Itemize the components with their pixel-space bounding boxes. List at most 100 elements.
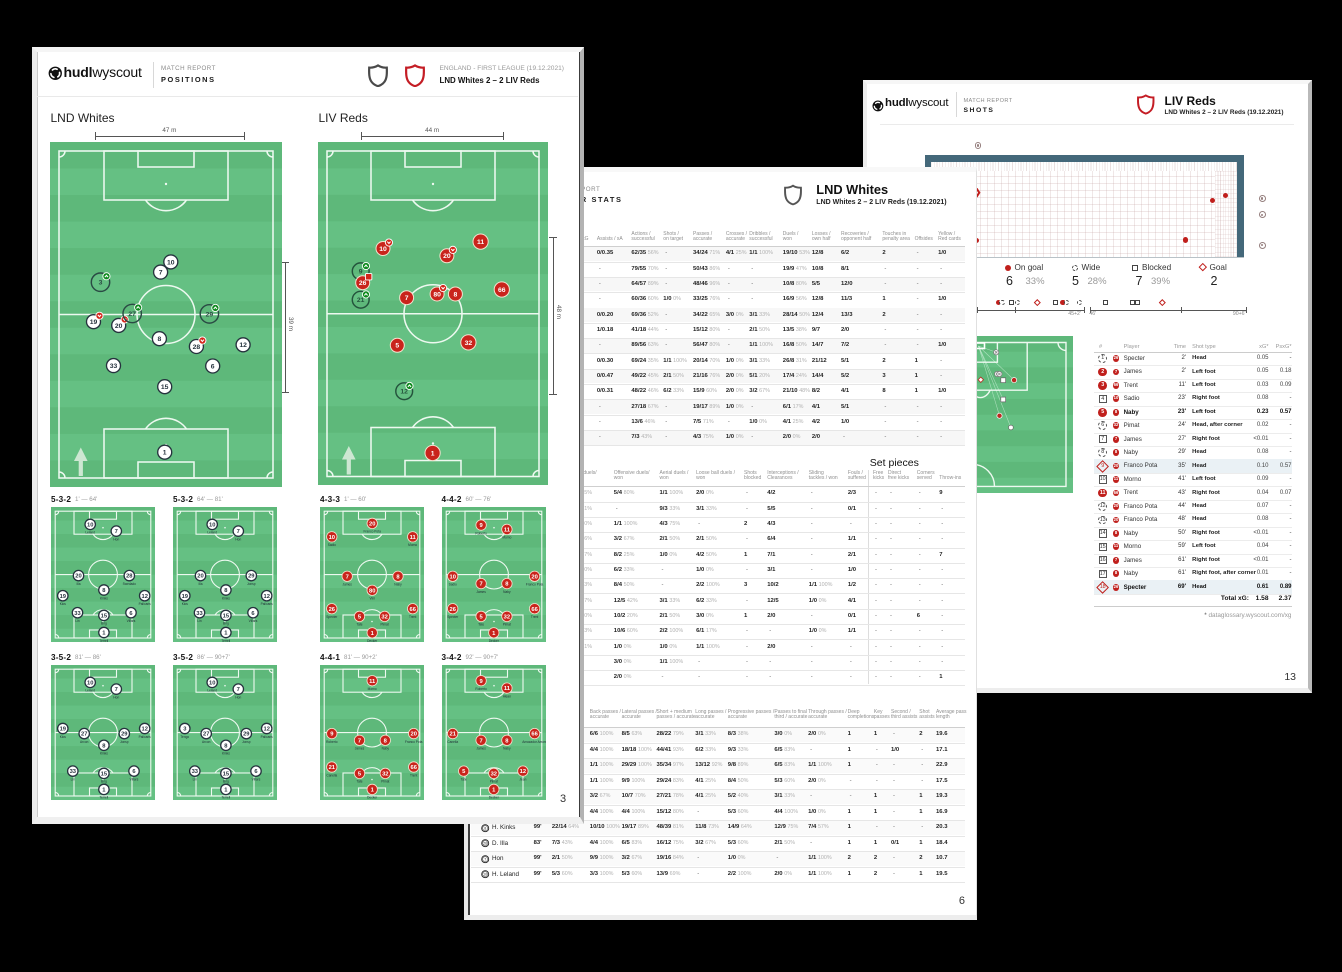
svg-text:12: 12 [401,388,409,395]
svg-text:Franco Pota: Franco Pota [525,583,543,587]
svg-text:9: 9 [479,523,482,529]
svg-text:20: 20 [115,322,123,329]
svg-text:10: 10 [167,259,175,266]
svg-text:1: 1 [431,450,435,457]
svg-text:Jonsp: Jonsp [247,582,256,586]
svg-text:Terrell: Terrell [100,639,109,642]
svg-text:27: 27 [81,732,87,738]
svg-text:5: 5 [358,614,362,620]
svg-text:1: 1 [371,631,375,637]
svg-text:Illa: Illa [198,582,202,586]
svg-text:21: 21 [329,765,336,771]
svg-text:Naby: Naby [382,746,390,750]
svg-text:Sadio: Sadio [328,543,336,547]
svg-text:Pimat: Pimat [502,623,510,627]
svg-text:1: 1 [224,631,228,637]
svg-text:Vini: Vini [370,597,376,601]
svg-text:11: 11 [503,527,510,533]
svg-text:7: 7 [237,529,240,535]
svg-text:7: 7 [358,738,361,744]
svg-text:7: 7 [484,857,486,861]
svg-text:15: 15 [161,384,169,391]
svg-text:32: 32 [381,614,387,620]
svg-text:20: 20 [75,574,81,580]
svg-text:8: 8 [505,582,509,588]
svg-text:Brig: Brig [223,622,229,626]
svg-text:Hon: Hon [235,537,241,541]
svg-text:James: James [343,583,353,587]
svg-text:6: 6 [254,769,257,775]
svg-text:Kios: Kios [182,602,189,606]
svg-text:19: 19 [182,594,188,600]
svg-text:Naby: Naby [503,590,511,594]
svg-text:Decker: Decker [367,796,378,800]
svg-text:9: 9 [359,268,363,275]
svg-text:12: 12 [519,769,525,775]
svg-text:12: 12 [263,726,269,732]
svg-text:Canella: Canella [326,773,337,777]
svg-text:9: 9 [479,679,482,685]
svg-text:29: 29 [121,732,127,738]
svg-text:26: 26 [449,607,455,613]
svg-text:3: 3 [183,726,186,732]
svg-text:20: 20 [531,574,537,580]
svg-text:Kinks: Kinks [222,751,230,755]
svg-text:5: 5 [396,342,400,349]
svg-text:Trent: Trent [409,615,416,619]
svg-text:11: 11 [503,686,510,692]
svg-text:Trent: Trent [410,773,417,777]
svg-text:Kios: Kios [60,735,67,739]
svg-text:Pimat: Pimat [489,780,497,784]
svg-text:Kinks: Kinks [100,751,108,755]
svg-text:1: 1 [224,787,228,793]
svg-text:Villars: Villars [127,619,136,623]
svg-text:Brig: Brig [101,622,107,626]
svg-text:8: 8 [454,291,458,298]
svg-text:Jonsp: Jonsp [120,740,129,744]
svg-text:10: 10 [209,522,215,528]
svg-text:10: 10 [329,535,335,541]
svg-text:66: 66 [410,765,416,771]
svg-text:1: 1 [102,631,106,637]
svg-text:10: 10 [380,245,388,252]
svg-text:10: 10 [87,522,93,528]
svg-text:Sadio: Sadio [448,583,456,587]
svg-text:Morno: Morno [408,543,417,547]
svg-text:Hon: Hon [235,695,241,699]
svg-text:11: 11 [477,239,484,246]
svg-text:33: 33 [70,769,76,775]
svg-text:Pimat: Pimat [381,780,389,784]
svg-text:Franco Pota: Franco Pota [405,740,423,744]
svg-text:Swedado: Swedado [123,582,137,586]
svg-text:Tate: Tate [460,777,466,781]
svg-text:9: 9 [330,732,333,738]
svg-text:10: 10 [209,680,215,686]
svg-text:15: 15 [101,613,108,619]
svg-text:33: 33 [74,611,80,617]
svg-text:32: 32 [465,339,473,346]
svg-text:Morno: Morno [502,536,511,540]
svg-text:Lin: Lin [197,619,201,623]
svg-text:Tate: Tate [356,623,362,627]
svg-text:Palicaris: Palicaris [261,602,273,606]
svg-text:15: 15 [223,613,230,619]
svg-text:7: 7 [479,582,482,588]
svg-text:7: 7 [115,687,118,693]
svg-text:20: 20 [197,574,203,580]
svg-text:Naby: Naby [394,583,402,587]
svg-text:28: 28 [126,574,133,580]
svg-text:26: 26 [329,607,335,613]
svg-text:Naby: Naby [503,746,511,750]
svg-text:Hon: Hon [113,537,119,541]
svg-text:32: 32 [382,771,388,777]
svg-text:Roberto: Roberto [475,531,487,535]
svg-text:3: 3 [99,279,103,286]
svg-text:Villars: Villars [252,777,261,781]
svg-text:27: 27 [129,310,137,317]
svg-text:32: 32 [490,771,496,777]
svg-text:66: 66 [531,732,537,738]
svg-text:7: 7 [159,269,163,276]
svg-text:7: 7 [479,738,482,744]
svg-text:7: 7 [237,687,240,693]
svg-text:Kios: Kios [60,602,67,606]
